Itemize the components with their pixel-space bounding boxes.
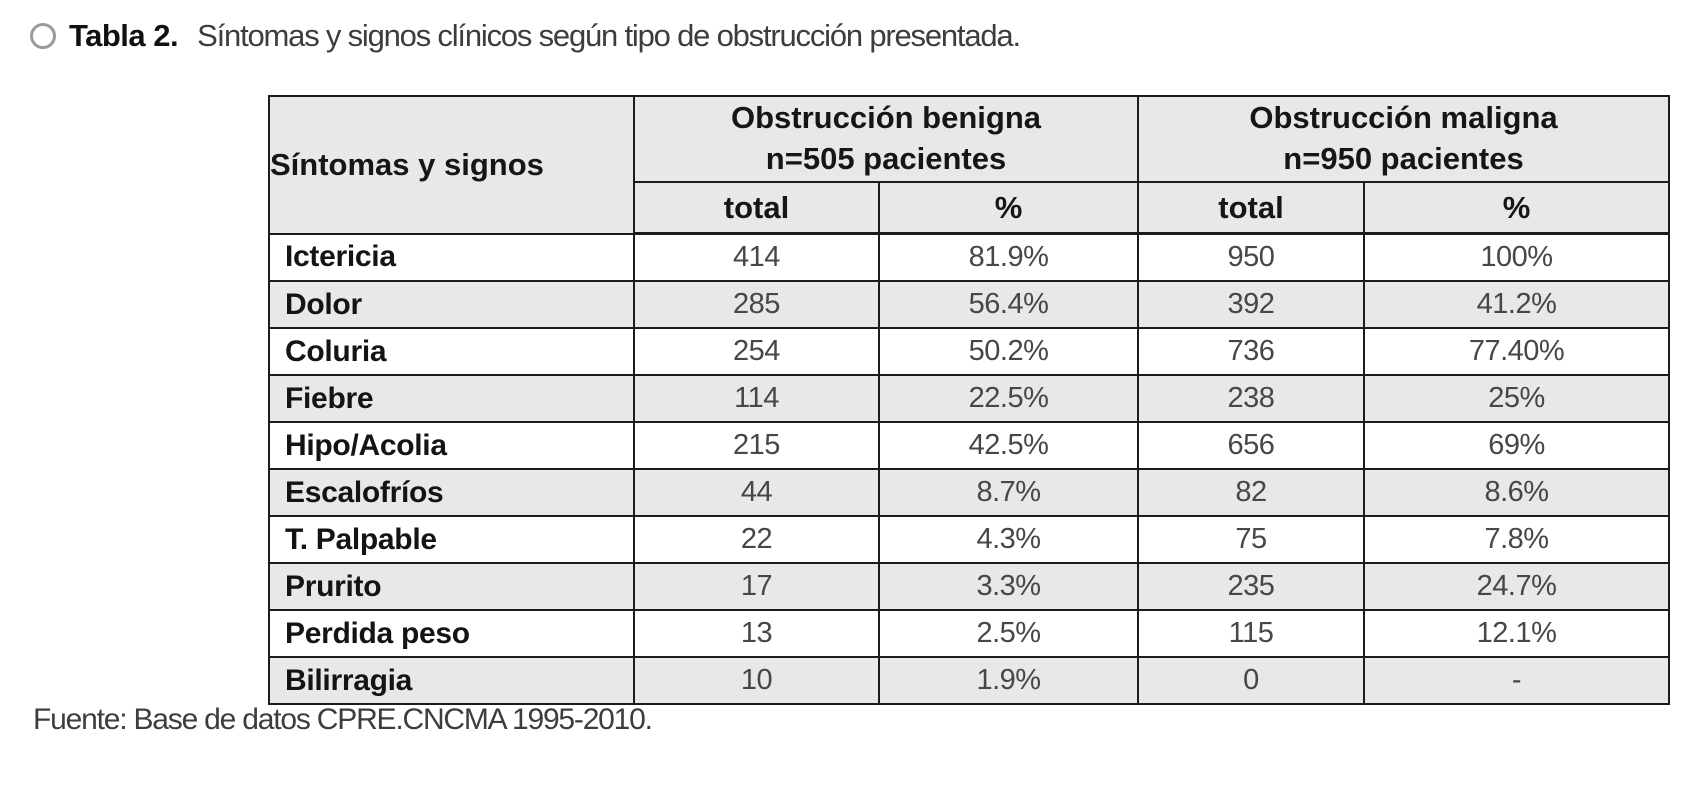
table-row: Bilirragia 10 1.9% 0 - [268, 656, 1670, 705]
column-header-malign-pct: % [1363, 181, 1670, 235]
row-value-benign-pct: 42.5% [878, 421, 1139, 470]
row-value-benign-pct: 50.2% [878, 327, 1139, 376]
row-value-benign-total: 414 [633, 232, 880, 282]
caption-text: Síntomas y signos clínicos según tipo de… [197, 18, 1021, 53]
column-group-benign: Obstrucción benigna n=505 pacientes [633, 95, 1139, 183]
table-caption: Tabla 2. Síntomas y signos clínicos segú… [30, 18, 1021, 54]
row-label: Fiebre [268, 374, 635, 423]
row-value-malign-pct: 100% [1363, 232, 1670, 282]
row-value-benign-total: 22 [633, 515, 880, 564]
caption-label: Tabla 2. [69, 18, 179, 53]
row-value-malign-total: 950 [1137, 232, 1365, 282]
row-value-benign-pct: 56.4% [878, 280, 1139, 329]
symptoms-table: Síntomas y signos Obstrucción benigna n=… [268, 95, 1670, 705]
row-label: T. Palpable [268, 515, 635, 564]
table-body: Ictericia 414 81.9% 950 100% Dolor 285 5… [268, 232, 1670, 705]
row-label: Bilirragia [268, 656, 635, 705]
sub-header-row: total % total % [269, 181, 1670, 235]
malign-group-title: Obstrucción maligna [1249, 100, 1558, 136]
row-label: Dolor [268, 280, 635, 329]
row-value-benign-pct: 81.9% [878, 232, 1139, 282]
row-value-benign-pct: 2.5% [878, 609, 1139, 658]
row-value-benign-pct: 8.7% [878, 468, 1139, 517]
row-value-malign-pct: 25% [1363, 374, 1670, 423]
table-row: Hipo/Acolia 215 42.5% 656 69% [268, 421, 1670, 470]
row-value-malign-pct: 24.7% [1363, 562, 1670, 611]
row-value-malign-total: 0 [1137, 656, 1365, 705]
row-value-malign-pct: 12.1% [1363, 609, 1670, 658]
row-value-benign-total: 285 [633, 280, 880, 329]
row-value-malign-total: 82 [1137, 468, 1365, 517]
row-label: Prurito [268, 562, 635, 611]
row-value-benign-total: 114 [633, 374, 880, 423]
row-label: Escalofríos [268, 468, 635, 517]
benign-group-title: Obstrucción benigna [730, 100, 1042, 136]
row-value-malign-pct: 7.8% [1363, 515, 1670, 564]
column-header-malign-total: total [1137, 181, 1365, 235]
table-row: T. Palpable 22 4.3% 75 7.8% [268, 515, 1670, 564]
row-value-benign-pct: 22.5% [878, 374, 1139, 423]
table-row: Coluria 254 50.2% 736 77.40% [268, 327, 1670, 376]
row-label: Ictericia [268, 232, 635, 282]
row-value-benign-total: 254 [633, 327, 880, 376]
row-value-malign-total: 115 [1137, 609, 1365, 658]
row-label: Coluria [268, 327, 635, 376]
row-value-malign-total: 235 [1137, 562, 1365, 611]
row-value-benign-pct: 4.3% [878, 515, 1139, 564]
row-value-malign-pct: 41.2% [1363, 280, 1670, 329]
circle-bullet-icon [30, 23, 56, 49]
row-value-benign-total: 13 [633, 609, 880, 658]
benign-group-subtitle: n=505 pacientes [765, 141, 1007, 176]
row-label: Perdida peso [268, 609, 635, 658]
group-header-row: Síntomas y signos Obstrucción benigna n=… [268, 95, 1670, 235]
malign-group-subtitle: n=950 pacientes [1283, 141, 1524, 176]
table-row: Prurito 17 3.3% 235 24.7% [268, 562, 1670, 611]
column-header-benign-total: total [633, 181, 880, 235]
row-value-malign-pct: 8.6% [1363, 468, 1670, 517]
row-value-benign-total: 215 [633, 421, 880, 470]
table-row: Perdida peso 13 2.5% 115 12.1% [268, 609, 1670, 658]
row-value-malign-total: 736 [1137, 327, 1365, 376]
table-row: Ictericia 414 81.9% 950 100% [268, 232, 1670, 282]
column-header-benign-pct: % [878, 181, 1139, 235]
row-value-malign-total: 392 [1137, 280, 1365, 329]
row-value-benign-pct: 3.3% [878, 562, 1139, 611]
row-value-malign-total: 75 [1137, 515, 1365, 564]
row-value-malign-pct: 77.40% [1363, 327, 1670, 376]
table-row: Fiebre 114 22.5% 238 25% [268, 374, 1670, 423]
row-value-benign-pct: 1.9% [878, 656, 1139, 705]
row-value-malign-pct: 69% [1363, 421, 1670, 470]
row-value-malign-total: 656 [1137, 421, 1365, 470]
row-value-benign-total: 44 [633, 468, 880, 517]
column-header-symptoms: Síntomas y signos [268, 95, 635, 235]
row-label: Hipo/Acolia [268, 421, 635, 470]
row-value-malign-total: 238 [1137, 374, 1365, 423]
row-value-benign-total: 17 [633, 562, 880, 611]
table-row: Dolor 285 56.4% 392 41.2% [268, 280, 1670, 329]
source-note: Fuente: Base de datos CPRE.CNCMA 1995-20… [33, 703, 653, 736]
column-group-malign: Obstrucción maligna n=950 pacientes [1137, 95, 1670, 183]
table-row: Escalofríos 44 8.7% 82 8.6% [268, 468, 1670, 517]
row-value-malign-pct: - [1363, 656, 1670, 705]
row-value-benign-total: 10 [633, 656, 880, 705]
